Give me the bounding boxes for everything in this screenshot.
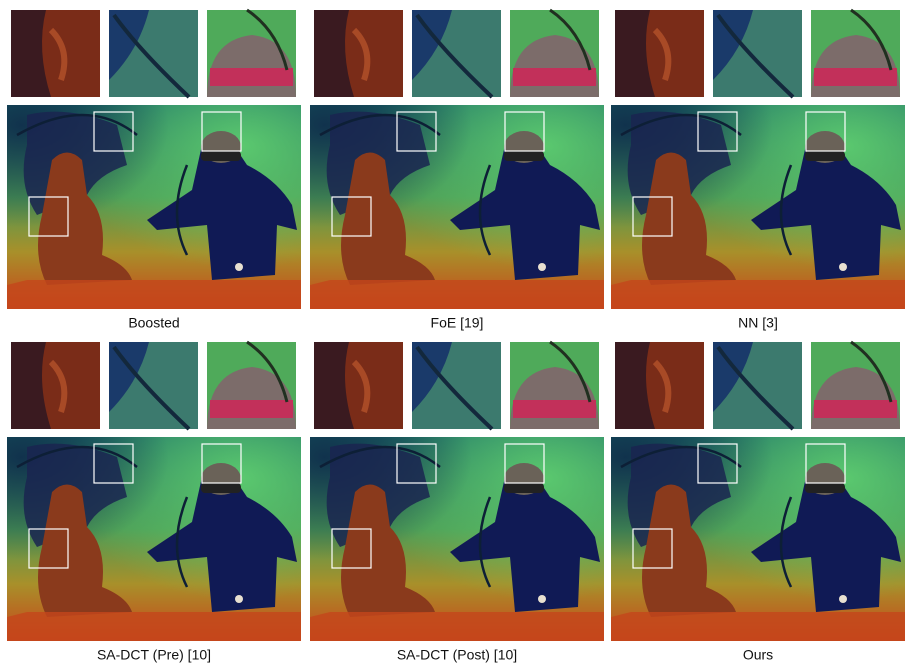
panel: FoE [19] — [310, 10, 604, 331]
zoom-crop — [811, 342, 900, 429]
zoom-crop — [713, 10, 802, 97]
zoom-crop — [109, 342, 198, 429]
caption: NN [3] — [738, 315, 778, 331]
main-image — [310, 105, 604, 309]
figure: Boosted FoE [19] NN [3] SA-DCT (Pre) [10] SA… — [0, 0, 905, 664]
zoom-crop — [510, 10, 599, 97]
zoom-crop — [615, 342, 704, 429]
main-image — [7, 105, 301, 309]
zoom-crop — [811, 10, 900, 97]
panel: SA-DCT (Pre) [10] — [7, 342, 301, 663]
caption: Ours — [743, 647, 773, 663]
panel: SA-DCT (Post) [10] — [310, 342, 604, 663]
panel: NN [3] — [611, 10, 905, 331]
caption: FoE [19] — [431, 315, 484, 331]
zoom-crop — [314, 10, 403, 97]
main-image — [7, 437, 301, 641]
zoom-crop — [207, 342, 296, 429]
zoom-crop — [11, 342, 100, 429]
zoom-crop — [412, 10, 501, 97]
zoom-crop — [713, 342, 802, 429]
main-image — [611, 105, 905, 309]
caption: SA-DCT (Pre) [10] — [97, 647, 211, 663]
zoom-crop — [109, 10, 198, 97]
main-image — [611, 437, 905, 641]
zoom-crop — [314, 342, 403, 429]
zoom-crop — [412, 342, 501, 429]
zoom-crop — [615, 10, 704, 97]
zoom-crop — [11, 10, 100, 97]
caption: Boosted — [128, 315, 179, 331]
main-image — [310, 437, 604, 641]
panel: Boosted — [7, 10, 301, 331]
caption: SA-DCT (Post) [10] — [397, 647, 517, 663]
zoom-crop — [510, 342, 599, 429]
zoom-crop — [207, 10, 296, 97]
panel: Ours — [611, 342, 905, 663]
